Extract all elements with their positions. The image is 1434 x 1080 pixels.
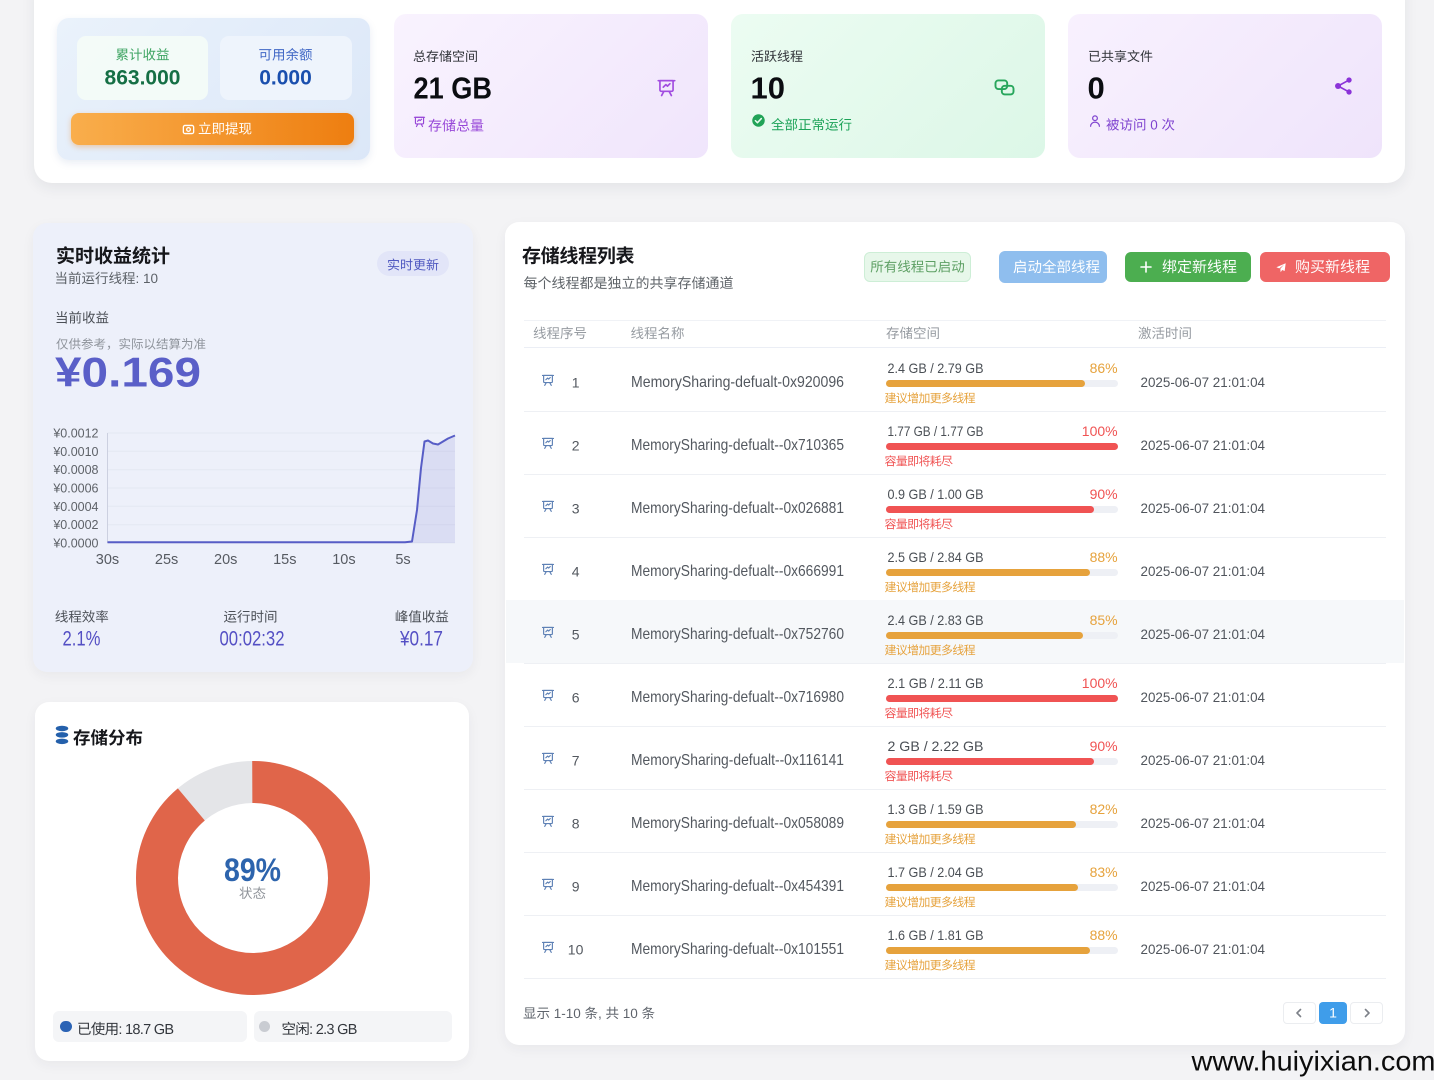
- svg-text:¥0.0010: ¥0.0010: [52, 445, 98, 459]
- svg-text:15s: 15s: [273, 552, 296, 568]
- svg-text:20s: 20s: [214, 552, 237, 568]
- svg-text:5s: 5s: [395, 552, 410, 568]
- svg-text:¥0.0000: ¥0.0000: [52, 537, 98, 551]
- svg-text:¥0.0002: ¥0.0002: [52, 518, 98, 532]
- svg-text:¥0.0008: ¥0.0008: [52, 463, 98, 477]
- svg-text:¥0.0004: ¥0.0004: [52, 500, 98, 514]
- svg-text:30s: 30s: [96, 552, 119, 568]
- svg-text:www.huiyixian.com: www.huiyixian.com: [1190, 1046, 1434, 1077]
- svg-text:¥0.0006: ¥0.0006: [52, 482, 98, 496]
- svg-text:25s: 25s: [155, 552, 178, 568]
- svg-text:¥0.0012: ¥0.0012: [52, 427, 98, 441]
- svg-text:10s: 10s: [332, 552, 355, 568]
